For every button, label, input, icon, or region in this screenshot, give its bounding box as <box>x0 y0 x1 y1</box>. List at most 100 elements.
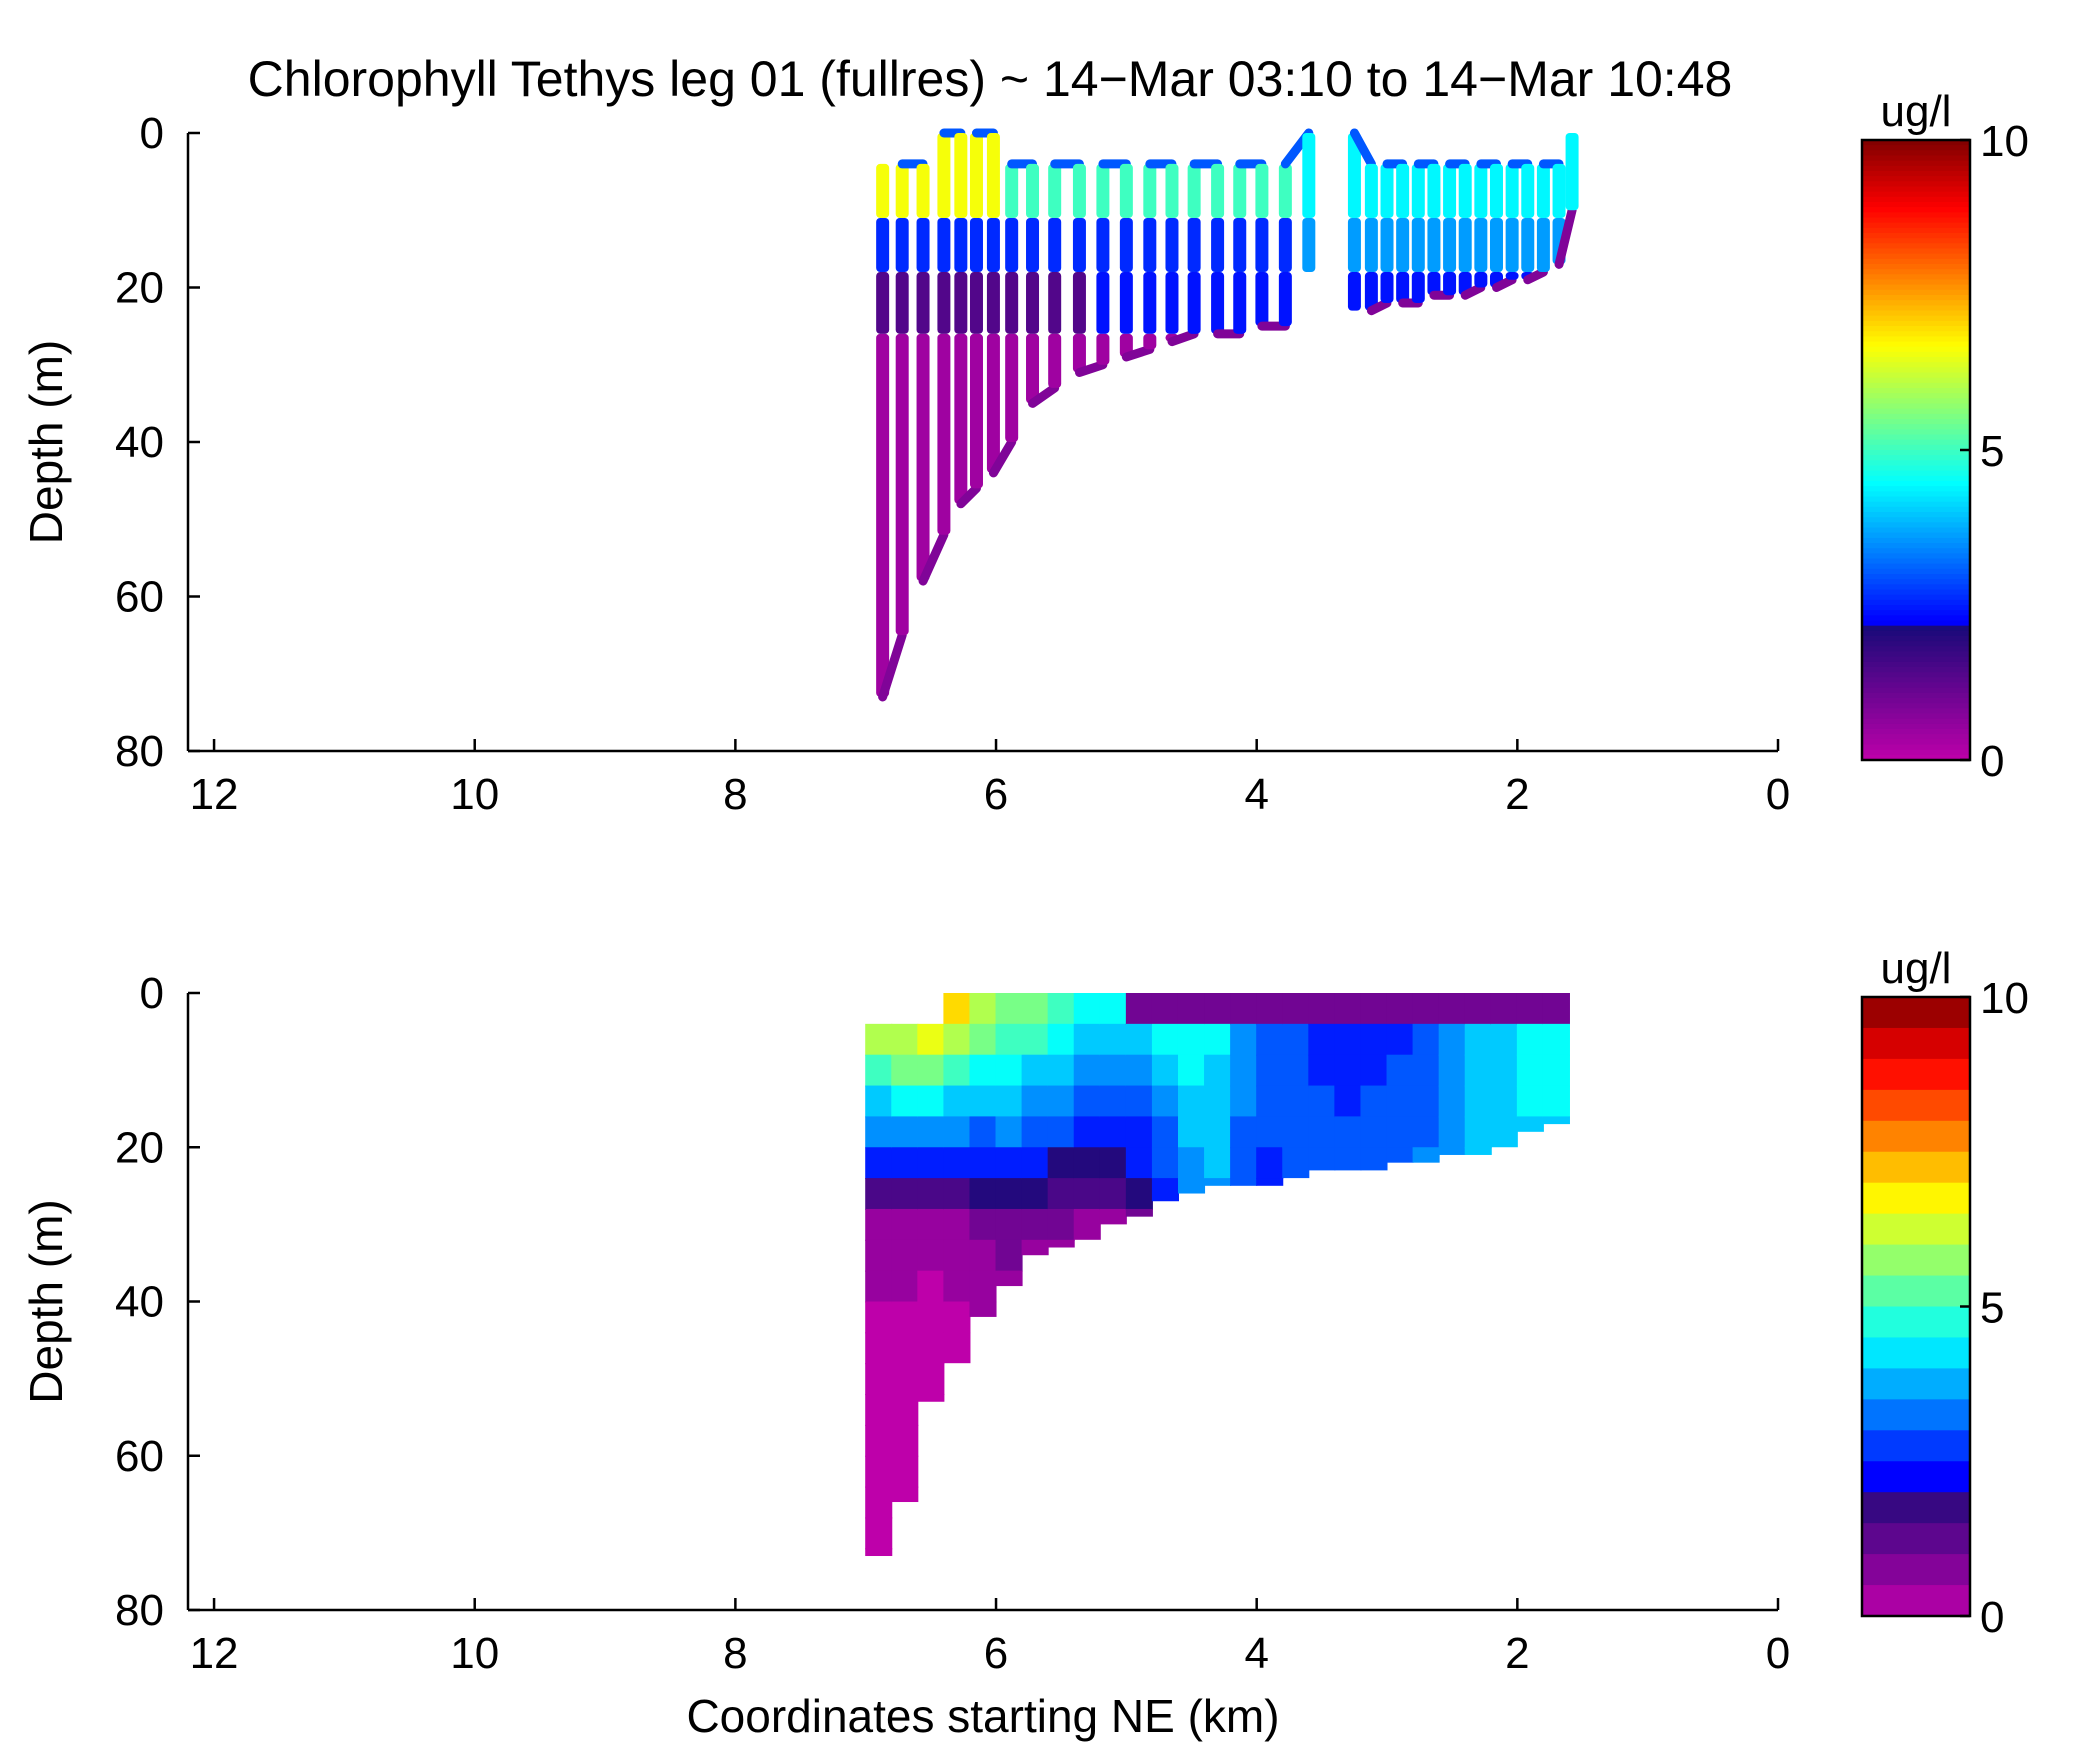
heatmap-cell <box>1152 1178 1179 1201</box>
heatmap-cell <box>969 1116 996 1148</box>
profile-segment <box>1506 164 1519 218</box>
colorbar-step <box>1862 238 1970 244</box>
heatmap-cell <box>891 1425 918 1457</box>
profile-segment <box>896 334 909 635</box>
profile-segment <box>1120 218 1133 272</box>
heatmap-cell <box>1543 1086 1570 1118</box>
heatmap-cell <box>1126 1178 1153 1210</box>
colorbar-step <box>1862 290 1970 296</box>
profile-segment <box>1474 164 1487 218</box>
profile-segment <box>1521 218 1534 272</box>
heatmap-cell <box>1308 993 1335 1025</box>
colorbar-step <box>1862 187 1970 193</box>
colorbar-step <box>1862 574 1970 580</box>
y-tick-label: 0 <box>140 109 164 158</box>
heatmap-cell <box>1048 1116 1075 1148</box>
colorbar-step <box>1862 150 1970 156</box>
colorbar-step <box>1862 724 1970 730</box>
heatmap-cell <box>1256 1147 1283 1179</box>
colorbar-step <box>1862 569 1970 575</box>
profile-segment <box>1165 218 1178 272</box>
colorbar-step <box>1862 455 1970 461</box>
heatmap-cell <box>1439 993 1466 1025</box>
heatmap-cell <box>943 1332 970 1363</box>
heatmap-cell <box>1126 1086 1153 1118</box>
heatmap-cell <box>996 993 1023 1025</box>
heatmap-cell <box>1204 1178 1231 1186</box>
profile-segment <box>1381 164 1394 218</box>
x-tick-label: 8 <box>723 770 747 819</box>
heatmap-cell <box>1074 1178 1101 1210</box>
heatmap-cell <box>1465 1055 1492 1087</box>
colorbar-step <box>1862 367 1970 373</box>
heatmap-cell <box>1152 1024 1179 1056</box>
heatmap-cell <box>1282 993 1309 1025</box>
colorbar-step <box>1862 543 1970 549</box>
colorbar-step <box>1862 548 1970 554</box>
colorbar-step <box>1862 445 1970 451</box>
colorbar-step <box>1862 553 1970 559</box>
heatmap-cell <box>917 1116 944 1148</box>
colorbar-step <box>1862 745 1970 751</box>
colorbar-step <box>1862 264 1970 270</box>
colorbar-step <box>1862 274 1970 280</box>
heatmap-cell <box>1282 1116 1309 1148</box>
profile-segment <box>954 272 967 334</box>
heatmap-cell <box>943 1024 970 1056</box>
heatmap-cell <box>1048 1147 1075 1179</box>
profile-segment <box>1396 164 1409 218</box>
heatmap-cell <box>943 1055 970 1087</box>
colorbar-step <box>1862 326 1970 332</box>
heatmap-cell <box>996 1086 1023 1118</box>
colorbar-step <box>1862 688 1970 694</box>
colorbar-step <box>1862 331 1970 337</box>
colorbar-step <box>1862 512 1970 518</box>
heatmap-cell <box>891 1116 918 1148</box>
heatmap-cell <box>1308 1024 1335 1056</box>
profile-segment <box>1143 334 1156 349</box>
heatmap-cell <box>1230 1024 1257 1056</box>
x-tick-label: 2 <box>1505 770 1529 819</box>
profile-segment <box>1427 164 1440 218</box>
heatmap-cell <box>917 1240 944 1272</box>
heatmap-cell <box>1048 1209 1075 1241</box>
profile-segment <box>917 164 930 218</box>
heatmap-cell <box>1387 1116 1414 1148</box>
colorbar-step <box>1862 161 1970 167</box>
colorbar-level <box>1862 1307 1970 1338</box>
profile-segment <box>1365 218 1378 272</box>
heatmap-cell <box>1230 993 1257 1025</box>
heatmap-cell <box>1256 993 1283 1025</box>
profile-segment <box>987 133 1000 218</box>
colorbar-step <box>1862 285 1970 291</box>
profile-segment <box>1490 164 1503 218</box>
heatmap-cell <box>1282 1024 1309 1056</box>
heatmap-cell <box>1074 1147 1101 1179</box>
y-tick-label: 40 <box>115 418 164 467</box>
heatmap-cell <box>1439 1147 1466 1155</box>
profile-segment <box>970 218 983 272</box>
heatmap-cell <box>1204 1147 1231 1179</box>
colorbar-tick-label: 5 <box>1980 1284 2004 1333</box>
x-tick-label: 6 <box>984 770 1008 819</box>
heatmap-cell <box>1178 1024 1205 1056</box>
heatmap-cell <box>891 1055 918 1087</box>
colorbar-step <box>1862 414 1970 420</box>
profile-segment <box>987 334 1000 473</box>
heatmap-cell <box>996 1178 1023 1210</box>
colorbar-step <box>1862 192 1970 198</box>
heatmap-cell <box>1334 1024 1361 1056</box>
heatmap-cell <box>865 1209 892 1241</box>
profile-segment <box>1474 218 1487 272</box>
heatmap-cell <box>1360 1055 1387 1087</box>
colorbar-step <box>1862 181 1970 187</box>
x-tick-label: 4 <box>1244 770 1268 819</box>
heatmap-cell <box>943 1178 970 1210</box>
heatmap-cell <box>996 1055 1023 1087</box>
colorbar-step <box>1862 584 1970 590</box>
heatmap-cell <box>891 1024 918 1056</box>
profile-segment <box>1048 164 1061 218</box>
heatmap-cell <box>943 1271 970 1303</box>
heatmap-cell <box>1048 993 1075 1025</box>
heatmap-cell <box>969 1055 996 1087</box>
